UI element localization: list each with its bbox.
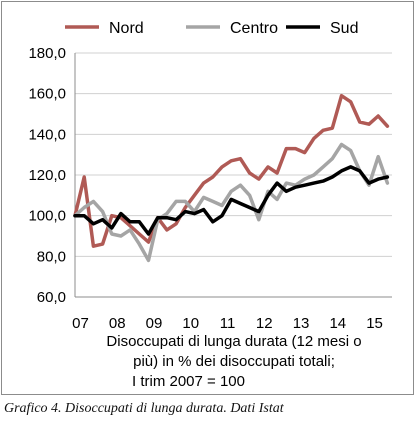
x-tick-label: 10 xyxy=(182,315,199,332)
y-tick-label: 60,0 xyxy=(37,289,66,306)
series-line-sud xyxy=(73,165,390,236)
x-axis-label: Disoccupati di lunga durata (12 mesi o pi… xyxy=(106,333,361,390)
x-tick-label: 07 xyxy=(72,315,89,332)
series-lines xyxy=(73,93,390,263)
x-tick-label: 09 xyxy=(146,315,163,332)
y-tick-label: 100,0 xyxy=(28,208,66,225)
legend-label-centro: Centro xyxy=(230,20,278,37)
chart-legend: Nord Centro Sud xyxy=(65,20,358,37)
x-axis: 07 08 09 10 11 12 13 14 15 xyxy=(72,296,392,332)
y-axis: 60,0 80,0 100,0 120,0 140,0 160,0 180,0 xyxy=(28,45,76,306)
chart-grid xyxy=(75,52,392,257)
x-axis-label-line: Disoccupati di lunga durata (12 mesi o xyxy=(106,333,361,350)
legend-label-sud: Sud xyxy=(330,20,358,37)
series-line-nord xyxy=(73,93,390,248)
figure-caption: Grafico 4. Disoccupati di lunga durata. … xyxy=(4,401,284,416)
x-tick-label: 11 xyxy=(220,315,236,332)
x-axis-label-line: I trim 2007 = 100 xyxy=(132,373,245,390)
x-axis-label-line: più) in % dei disoccupati totali; xyxy=(133,353,335,370)
x-tick-label: 12 xyxy=(256,315,273,332)
x-tick-label: 14 xyxy=(329,315,346,332)
y-tick-label: 160,0 xyxy=(28,86,66,103)
y-tick-label: 180,0 xyxy=(28,45,66,62)
line-chart: Nord Centro Sud 60,0 80,0 100,0 120,0 140,0 160… xyxy=(28,20,392,390)
series-line-centro xyxy=(73,142,390,263)
y-tick-label: 140,0 xyxy=(28,126,66,143)
x-tick-label: 08 xyxy=(109,315,126,332)
x-tick-label: 13 xyxy=(293,315,310,332)
x-tick-label: 15 xyxy=(366,315,383,332)
y-tick-label: 120,0 xyxy=(28,167,66,184)
legend-label-nord: Nord xyxy=(109,20,144,37)
y-tick-label: 80,0 xyxy=(37,248,66,265)
